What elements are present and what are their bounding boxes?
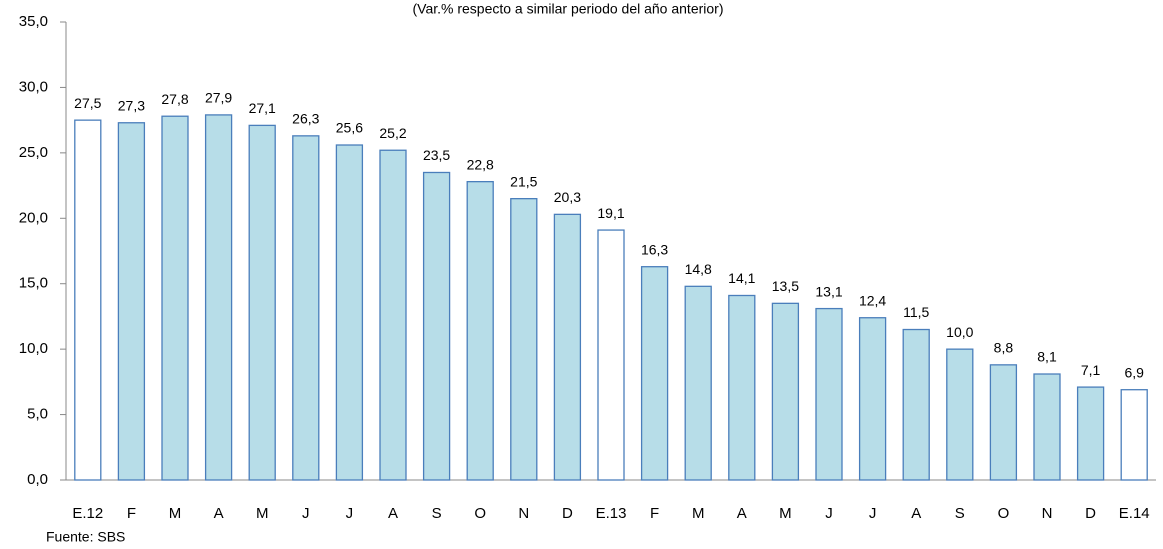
bar bbox=[422, 171, 451, 481]
bar bbox=[1120, 389, 1148, 481]
bar bbox=[946, 348, 974, 481]
data-label: 27,3 bbox=[118, 97, 145, 113]
data-label: 13,1 bbox=[815, 283, 842, 299]
bar bbox=[74, 119, 102, 481]
x-tick-label: A bbox=[388, 505, 398, 522]
bar bbox=[815, 307, 843, 481]
bar bbox=[292, 135, 320, 481]
data-label: 27,8 bbox=[161, 91, 188, 107]
bar bbox=[204, 114, 233, 481]
data-label: 23,5 bbox=[423, 147, 450, 163]
data-label: 27,9 bbox=[205, 90, 232, 106]
x-tick-label: M bbox=[256, 505, 269, 522]
bar bbox=[161, 115, 189, 481]
x-tick-label: J bbox=[869, 505, 877, 522]
x-tick-label: M bbox=[169, 505, 182, 522]
data-label: 22,8 bbox=[467, 156, 494, 172]
bar bbox=[248, 124, 276, 481]
bar bbox=[640, 266, 669, 481]
bar bbox=[1033, 373, 1061, 481]
x-tick-label: D bbox=[562, 505, 573, 522]
bar bbox=[553, 213, 582, 481]
y-tick-label: 5,0 bbox=[27, 406, 48, 423]
data-label: 8,8 bbox=[994, 340, 1014, 356]
bar bbox=[117, 122, 146, 481]
data-label: 14,1 bbox=[728, 270, 755, 286]
y-tick-label: 20,0 bbox=[19, 209, 48, 226]
x-tick-label: A bbox=[737, 505, 747, 522]
x-tick-label: E.14 bbox=[1119, 505, 1150, 522]
x-tick-label: A bbox=[911, 505, 921, 522]
bar bbox=[466, 180, 494, 481]
bar bbox=[1076, 386, 1105, 481]
x-tick-label: S bbox=[955, 505, 965, 522]
x-tick-label: S bbox=[432, 505, 442, 522]
data-label: 13,5 bbox=[772, 278, 799, 294]
data-label: 16,3 bbox=[641, 241, 668, 257]
y-tick-label: 10,0 bbox=[19, 340, 48, 357]
data-label: 25,6 bbox=[336, 120, 363, 136]
data-label: 14,8 bbox=[685, 261, 712, 277]
bar bbox=[728, 294, 756, 481]
chart-subtitle: (Var.% respecto a similar periodo del añ… bbox=[412, 1, 723, 17]
x-tick-label: M bbox=[692, 505, 705, 522]
bar bbox=[510, 198, 538, 481]
source-note: Fuente: SBS bbox=[46, 529, 125, 545]
bar bbox=[597, 229, 625, 481]
x-tick-label: A bbox=[214, 505, 224, 522]
y-tick-label: 15,0 bbox=[19, 275, 48, 292]
bar bbox=[902, 328, 930, 481]
y-tick-label: 35,0 bbox=[19, 13, 48, 30]
data-label: 27,5 bbox=[74, 95, 101, 111]
bar bbox=[989, 364, 1018, 481]
bar bbox=[771, 302, 800, 481]
x-tick-label: E.12 bbox=[72, 505, 103, 522]
bar bbox=[335, 144, 364, 481]
data-label: 26,3 bbox=[292, 111, 319, 127]
x-tick-label: O bbox=[474, 505, 486, 522]
data-label: 20,3 bbox=[554, 189, 581, 205]
bar bbox=[858, 317, 887, 481]
x-tick-label: J bbox=[825, 505, 833, 522]
x-tick-label: N bbox=[518, 505, 529, 522]
x-tick-label: O bbox=[998, 505, 1010, 522]
x-tick-label: E.13 bbox=[596, 505, 627, 522]
data-label: 8,1 bbox=[1037, 349, 1057, 365]
data-label: 7,1 bbox=[1081, 362, 1101, 378]
x-tick-label: F bbox=[127, 505, 136, 522]
x-tick-label: M bbox=[779, 505, 792, 522]
data-label: 25,2 bbox=[379, 125, 406, 141]
data-label: 12,4 bbox=[859, 292, 886, 308]
y-tick-label: 25,0 bbox=[19, 144, 48, 161]
data-label: 11,5 bbox=[903, 304, 929, 320]
data-label: 27,1 bbox=[249, 100, 276, 116]
data-label: 6,9 bbox=[1124, 364, 1144, 380]
bar bbox=[379, 149, 407, 481]
x-tick-label: D bbox=[1085, 505, 1096, 522]
data-label: 19,1 bbox=[597, 205, 624, 221]
x-tick-label: J bbox=[302, 505, 310, 522]
bar bbox=[684, 285, 712, 481]
x-tick-label: J bbox=[346, 505, 354, 522]
x-tick-label: F bbox=[650, 505, 659, 522]
y-tick-label: 0,0 bbox=[27, 471, 48, 488]
x-tick-label: N bbox=[1042, 505, 1053, 522]
data-label: 21,5 bbox=[510, 173, 537, 189]
y-tick-label: 30,0 bbox=[19, 78, 48, 95]
data-label: 10,0 bbox=[946, 324, 973, 340]
